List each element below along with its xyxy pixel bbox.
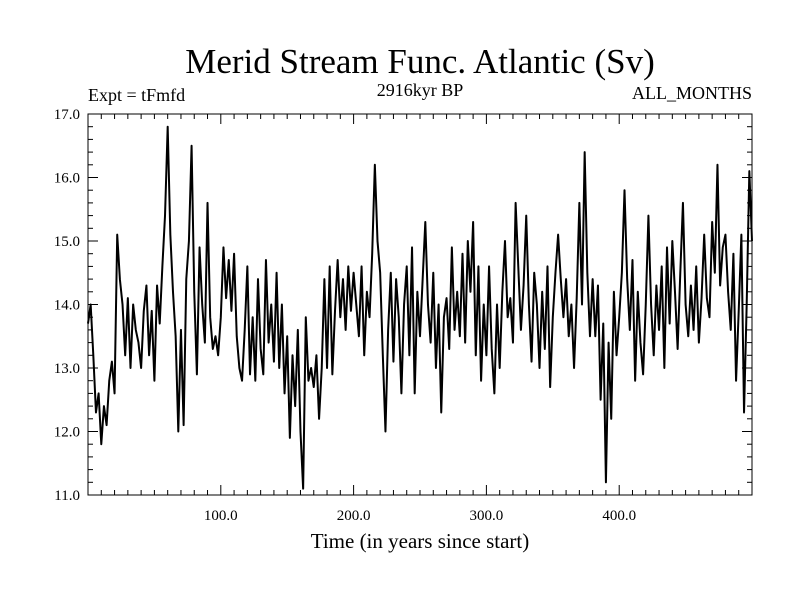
months-label: ALL_MONTHS bbox=[632, 83, 752, 103]
y-axis: 11.0 12.0 13.0 14.0 15.0 16.0 17.0 bbox=[54, 107, 752, 504]
y-tick-label: 13.0 bbox=[54, 361, 80, 377]
period-label: 2916kyr BP bbox=[377, 80, 464, 100]
y-tick-label: 12.0 bbox=[54, 425, 80, 441]
x-axis: 100.0 200.0 300.0 400.0 bbox=[100, 114, 740, 524]
x-tick-label: 400.0 bbox=[602, 508, 636, 524]
x-tick-label: 100.0 bbox=[204, 508, 238, 524]
experiment-label: Expt = tFmfd bbox=[88, 85, 185, 105]
series-line bbox=[87, 125, 753, 490]
x-tick-label: 300.0 bbox=[470, 508, 504, 524]
y-tick-label: 17.0 bbox=[54, 107, 80, 123]
y-tick-label: 16.0 bbox=[54, 171, 80, 187]
chart-title: Merid Stream Func. Atlantic (Sv) bbox=[185, 42, 655, 81]
y-tick-label: 15.0 bbox=[54, 234, 80, 250]
x-tick-label: 200.0 bbox=[337, 508, 371, 524]
x-axis-label: Time (in years since start) bbox=[311, 529, 530, 553]
y-tick-label: 14.0 bbox=[54, 298, 80, 314]
y-tick-label: 11.0 bbox=[54, 488, 80, 504]
plot-frame bbox=[87, 113, 753, 496]
